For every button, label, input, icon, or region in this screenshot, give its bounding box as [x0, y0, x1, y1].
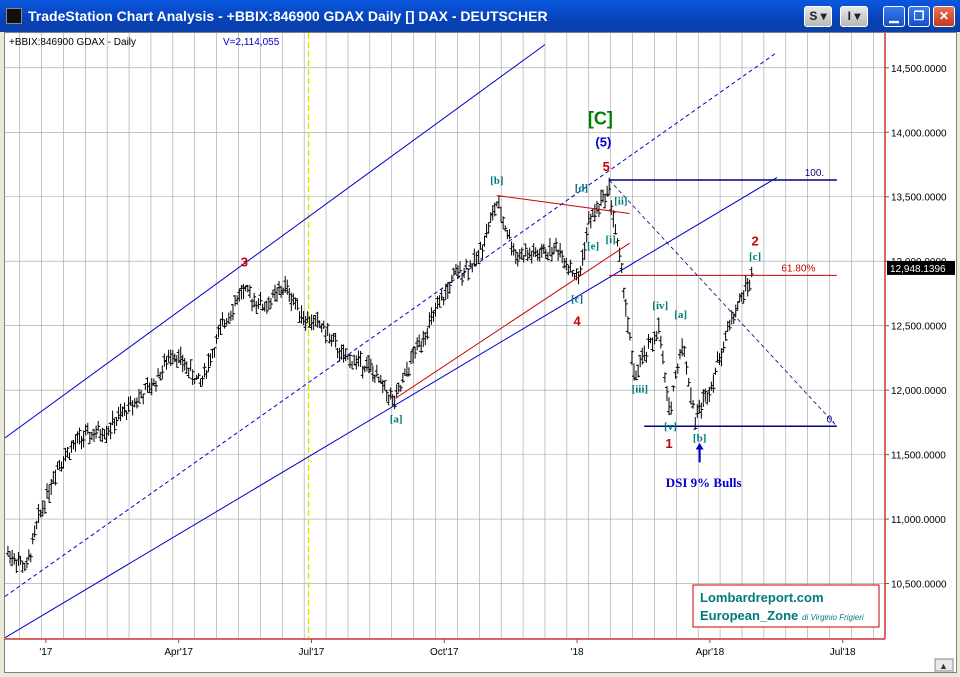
watermark-author: di Virginio Frigieri	[802, 613, 864, 622]
date-tick-label: Jul'18	[830, 647, 856, 658]
channel-lower-line	[4, 176, 778, 639]
s-menu-button[interactable]: S ▾	[804, 6, 832, 27]
last-price-label: 12,948.1396	[890, 264, 946, 275]
fib-overlays: 100. 61.80% 0.	[395, 168, 838, 428]
wave-label: [d]	[575, 183, 588, 195]
restore-icon: ❐	[913, 9, 925, 23]
wave-label: 5	[603, 159, 610, 174]
wave-label: 4	[573, 314, 581, 329]
window-titlebar[interactable]: TradeStation Chart Analysis - +BBIX:8469…	[0, 0, 960, 32]
watermark-zone: European_Zone	[700, 608, 798, 623]
restore-button[interactable]: ❐	[908, 6, 930, 27]
channel-middle-line	[4, 51, 778, 597]
close-button[interactable]: ✕	[933, 6, 955, 27]
wave-label: [v]	[664, 421, 677, 433]
wave-label: [iv]	[652, 300, 668, 312]
price-tick-label: 13,500.0000	[891, 193, 947, 204]
minimize-icon: ▁	[889, 9, 899, 23]
price-chart[interactable]: 100. 61.80% 0. 3 [a] [b] [c] 4 [d] [e] [i] [ii] 5 (5…	[4, 33, 956, 672]
last-price-badge	[887, 260, 955, 275]
fib-100-label: 100.	[805, 168, 824, 179]
fib-618-label: 61.80%	[781, 263, 815, 274]
window-title: TradeStation Chart Analysis - +BBIX:8469…	[28, 8, 548, 24]
wave-label: (5)	[595, 134, 611, 149]
wave-label: [c]	[749, 251, 761, 263]
wave-label: [a]	[674, 309, 687, 321]
s-menu-label: S	[809, 9, 818, 23]
wave-label: [b]	[693, 433, 706, 445]
triangle-upper-line	[496, 194, 630, 215]
chart-axes: 10,500.0000 11,000.0000 11,500.0000 12,000.…	[5, 33, 955, 658]
date-tick-label: Jul'17	[299, 647, 325, 658]
collapse-icon: ▲	[939, 661, 948, 671]
price-tick-label: 14,500.0000	[891, 64, 947, 75]
watermark-site: Lombardreport.com	[700, 590, 824, 605]
minimize-button[interactable]: ▁	[883, 6, 905, 27]
wave-label: [e]	[587, 241, 599, 253]
channel-upper-line	[4, 44, 546, 439]
chart-grid	[5, 33, 885, 639]
price-tick-label: 10,500.0000	[891, 580, 947, 591]
i-menu-label: I	[847, 9, 851, 23]
date-tick-label: Apr'18	[696, 647, 725, 658]
price-tick-label: 11,500.0000	[891, 451, 946, 462]
dsi-annotation: DSI 9% Bulls	[666, 475, 742, 490]
chart-window[interactable]: 100. 61.80% 0. 3 [a] [b] [c] 4 [d] [e] [i] [ii] 5 (5…	[4, 32, 957, 673]
price-tick-label: 12,500.0000	[891, 322, 947, 333]
symbol-label: +BBIX:846900 GDAX - Daily	[9, 37, 136, 48]
wave-labels: 3 [a] [b] [c] 4 [d] [e] [i] [ii] 5 (5) [C] [iii] [iv]…	[241, 109, 762, 490]
date-tick-label: '17	[39, 647, 52, 658]
app-icon	[6, 8, 22, 24]
date-tick-label: '18	[571, 647, 584, 658]
price-tick-label: 12,000.0000	[891, 386, 947, 397]
trend-channel	[4, 44, 778, 639]
price-bars	[5, 177, 754, 574]
wave-label: 3	[241, 254, 248, 269]
wave-label: 1	[665, 436, 672, 451]
wave-label: [iii]	[632, 384, 649, 396]
i-menu-button[interactable]: I ▾	[840, 6, 868, 27]
fib-0-label: 0.	[827, 414, 835, 425]
watermark-box	[692, 584, 880, 628]
wave-label: [c]	[571, 293, 583, 305]
wave-label: [C]	[588, 109, 613, 129]
date-tick-label: Oct'17	[430, 647, 459, 658]
date-tick-label: Apr'17	[164, 647, 193, 658]
wave-label: [ii]	[614, 195, 627, 207]
wave-label: [i]	[605, 234, 615, 246]
dsi-arrow-head	[695, 443, 704, 450]
close-icon: ✕	[938, 9, 950, 23]
price-tick-label: 11,000.0000	[891, 515, 946, 526]
wave-label: 2	[751, 234, 758, 249]
wave-label: [a]	[390, 413, 403, 425]
triangle-lower-line	[395, 242, 630, 399]
wave-label: [b]	[490, 175, 503, 187]
price-tick-label: 14,000.0000	[891, 128, 947, 139]
collapse-button[interactable]	[934, 658, 954, 672]
volume-label: V=2,114,055	[223, 37, 280, 48]
